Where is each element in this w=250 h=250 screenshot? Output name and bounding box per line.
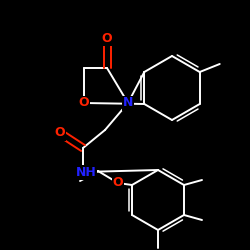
Text: O: O	[113, 176, 123, 190]
Text: NH: NH	[76, 166, 96, 178]
Text: O: O	[102, 32, 112, 44]
Text: O: O	[79, 96, 89, 110]
Text: O: O	[55, 126, 65, 140]
Text: N: N	[123, 96, 133, 110]
